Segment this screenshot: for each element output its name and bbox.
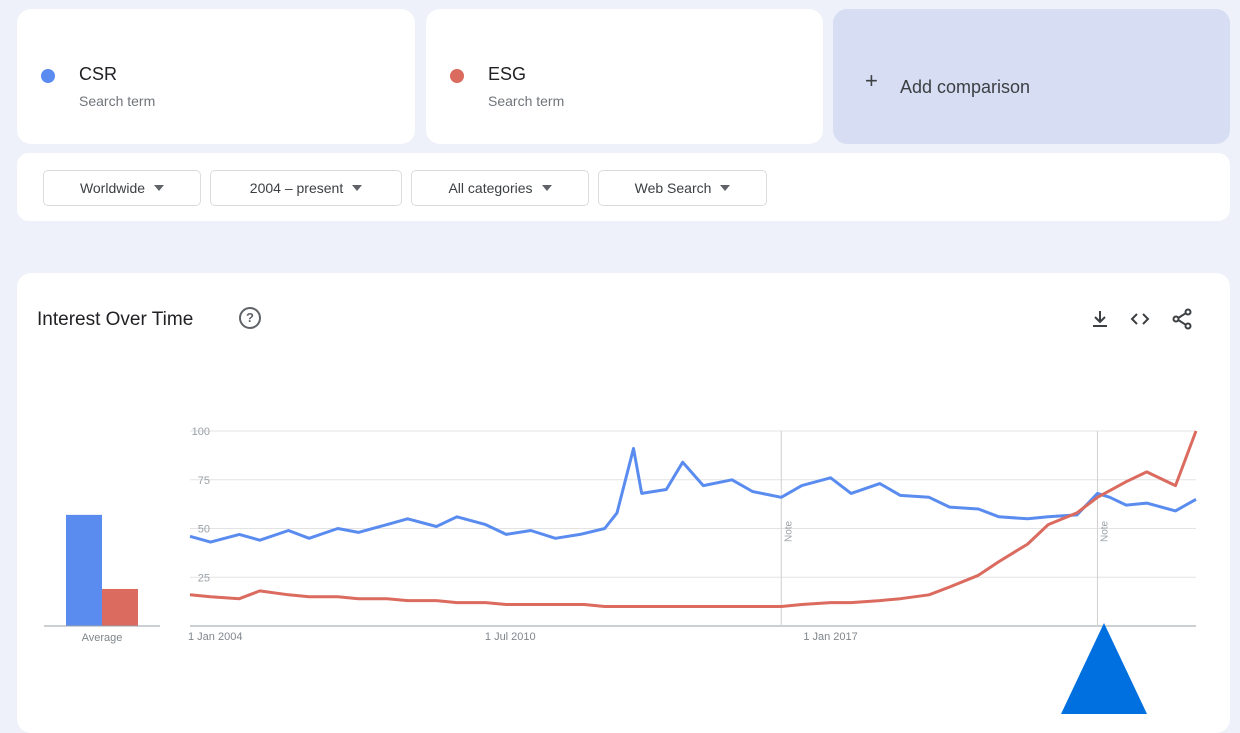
search-term-card-esg[interactable]: ESG Search term bbox=[426, 9, 823, 144]
y-tick-label: 50 bbox=[198, 524, 210, 536]
embed-code-icon[interactable] bbox=[1128, 307, 1152, 331]
caret-down-icon bbox=[720, 185, 731, 191]
help-icon[interactable]: ? bbox=[239, 307, 261, 329]
x-tick-label: 1 Jul 2010 bbox=[485, 631, 536, 643]
chart-title: Interest Over Time bbox=[37, 309, 194, 330]
search-term-name: CSR bbox=[79, 64, 118, 84]
filter-region-dropdown[interactable]: Worldwide bbox=[43, 170, 201, 206]
filter-label: Web Search bbox=[634, 180, 712, 196]
filter-search-type-dropdown[interactable]: Web Search bbox=[598, 170, 767, 206]
y-tick-label: 75 bbox=[198, 475, 210, 487]
search-term-card-csr[interactable]: CSR Search term bbox=[17, 9, 415, 144]
esg-color-dot bbox=[450, 69, 464, 83]
note-label: Note bbox=[783, 520, 794, 542]
average-label: Average bbox=[82, 632, 123, 644]
x-tick-label: 1 Jan 2004 bbox=[188, 631, 242, 643]
x-tick-label: 1 Jan 2017 bbox=[803, 631, 857, 643]
search-term-name: ESG bbox=[488, 64, 527, 84]
filter-label: Worldwide bbox=[79, 180, 146, 196]
average-bar-esg bbox=[102, 588, 138, 626]
csr-color-dot bbox=[41, 69, 55, 83]
series-line-esg bbox=[189, 430, 1198, 608]
y-tick-label: 25 bbox=[198, 572, 210, 584]
interest-over-time-chart: Average 25 50 75 100 1 Jan 2004 1 Jul 2010 1 J… bbox=[44, 426, 1198, 644]
average-bar-chart: Average bbox=[44, 514, 160, 644]
line-chart: 25 50 75 100 1 Jan 2004 1 Jul 2010 1 Jan 2017 N… bbox=[188, 426, 1198, 643]
series-line-csr bbox=[189, 447, 1197, 544]
filter-label: All categories bbox=[448, 180, 533, 196]
interest-over-time-card: Interest Over Time ? bbox=[17, 273, 1230, 733]
share-icon[interactable] bbox=[1170, 307, 1194, 331]
add-comparison-label: Add comparison bbox=[900, 77, 1031, 97]
filter-bar: Worldwide 2004 – present All categories … bbox=[17, 153, 1230, 221]
caret-down-icon bbox=[541, 185, 552, 191]
search-term-subtitle: Search term bbox=[488, 93, 565, 109]
average-bar-csr bbox=[66, 514, 102, 626]
filter-category-dropdown[interactable]: All categories bbox=[411, 170, 589, 206]
plus-icon: + bbox=[865, 68, 878, 93]
add-comparison-button[interactable]: + Add comparison bbox=[833, 9, 1230, 144]
filter-time-dropdown[interactable]: 2004 – present bbox=[210, 170, 402, 206]
y-tick-label: 100 bbox=[192, 426, 210, 438]
search-term-subtitle: Search term bbox=[79, 93, 156, 109]
caret-down-icon bbox=[154, 185, 165, 191]
caret-down-icon bbox=[352, 185, 363, 191]
filter-label: 2004 – present bbox=[249, 180, 344, 196]
note-label: Note bbox=[1099, 520, 1110, 542]
download-icon[interactable] bbox=[1088, 307, 1112, 331]
